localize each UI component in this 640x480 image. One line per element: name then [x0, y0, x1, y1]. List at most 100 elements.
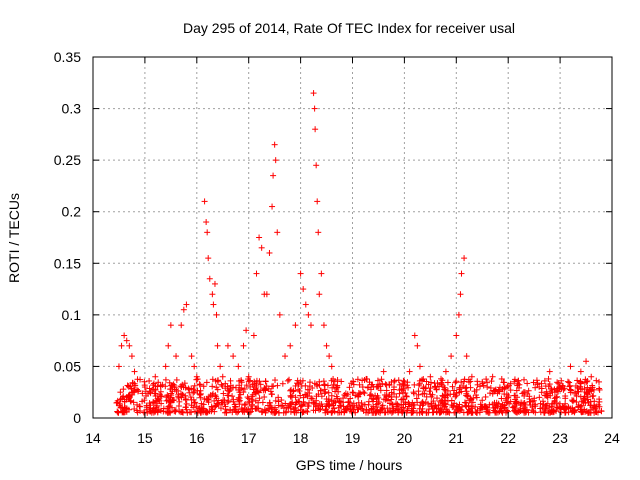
baseline-point — [512, 392, 519, 399]
baseline-point — [393, 400, 400, 407]
baseline-point — [200, 409, 207, 416]
baseline-point — [567, 382, 574, 389]
baseline-point — [515, 377, 522, 384]
baseline-point — [398, 385, 405, 392]
baseline-point — [367, 391, 374, 398]
baseline-point — [392, 407, 399, 414]
baseline-point — [302, 391, 309, 398]
baseline-point — [220, 397, 227, 404]
y-tick-label: 0 — [73, 410, 81, 426]
baseline-point — [292, 401, 299, 408]
baseline-point — [358, 400, 365, 407]
baseline-point — [313, 381, 320, 388]
baseline-point — [538, 380, 545, 387]
baseline-point — [246, 377, 253, 384]
baseline-point — [399, 404, 406, 411]
baseline-point — [275, 402, 282, 409]
baseline-point — [158, 400, 165, 407]
baseline-point — [340, 395, 347, 402]
baseline-point — [272, 397, 279, 404]
baseline-point — [582, 400, 589, 407]
baseline-point — [271, 404, 278, 411]
baseline-point — [296, 388, 303, 395]
baseline-point — [146, 377, 153, 384]
data-point — [213, 311, 220, 318]
baseline-point — [501, 379, 508, 386]
baseline-point — [530, 408, 537, 415]
data-point — [520, 389, 527, 396]
data-point — [312, 126, 319, 133]
baseline-point — [299, 377, 306, 384]
baseline-point — [529, 403, 536, 410]
baseline-point — [293, 380, 300, 387]
baseline-point — [191, 382, 198, 389]
baseline-point — [540, 401, 547, 408]
baseline-point — [440, 408, 447, 415]
baseline-point — [186, 409, 193, 416]
baseline-point — [488, 378, 495, 385]
baseline-point — [268, 391, 275, 398]
baseline-point — [253, 382, 260, 389]
baseline-point — [442, 403, 449, 410]
baseline-point — [551, 399, 558, 406]
baseline-point — [253, 405, 260, 412]
baseline-point — [249, 398, 256, 405]
data-point — [210, 301, 217, 308]
baseline-point — [298, 402, 305, 409]
baseline-point — [596, 386, 603, 393]
data-point — [297, 270, 304, 277]
baseline-point — [243, 382, 250, 389]
baseline-point — [289, 392, 296, 399]
baseline-point — [419, 391, 426, 398]
data-point — [401, 378, 408, 385]
baseline-point — [501, 402, 508, 409]
baseline-point — [222, 385, 229, 392]
baseline-point — [594, 409, 601, 416]
baseline-point — [256, 395, 263, 402]
baseline-point — [328, 392, 335, 399]
baseline-point — [177, 409, 184, 416]
baseline-point — [121, 404, 128, 411]
data-point — [328, 363, 335, 370]
baseline-point — [393, 394, 400, 401]
data-point — [205, 255, 212, 262]
baseline-point — [550, 407, 557, 414]
baseline-point — [183, 406, 190, 413]
baseline-point — [474, 409, 481, 416]
baseline-point — [408, 409, 415, 416]
baseline-point — [260, 387, 267, 394]
baseline-point — [486, 401, 493, 408]
baseline-point — [156, 391, 163, 398]
baseline-point — [283, 404, 290, 411]
baseline-point — [278, 397, 285, 404]
x-tick-label: 24 — [604, 430, 620, 446]
baseline-point — [141, 378, 148, 385]
chart-title: Day 295 of 2014, Rate Of TEC Index for r… — [183, 20, 515, 36]
baseline-point — [444, 397, 451, 404]
baseline-point — [113, 399, 120, 406]
baseline-point — [360, 389, 367, 396]
x-tick-label: 15 — [137, 430, 153, 446]
baseline-point — [433, 395, 440, 402]
data-point — [204, 229, 211, 236]
baseline-point — [310, 407, 317, 414]
baseline-point — [300, 394, 307, 401]
data-point — [193, 373, 200, 380]
baseline-point — [426, 388, 433, 395]
baseline-point — [452, 393, 459, 400]
data-point — [167, 322, 174, 329]
baseline-point — [360, 407, 367, 414]
baseline-point — [235, 394, 242, 401]
baseline-point — [236, 401, 243, 408]
baseline-point — [209, 376, 216, 383]
baseline-point — [341, 408, 348, 415]
baseline-point — [418, 399, 425, 406]
baseline-point — [460, 382, 467, 389]
baseline-point — [419, 405, 426, 412]
baseline-point — [410, 389, 417, 396]
baseline-point — [425, 409, 432, 416]
baseline-point — [383, 381, 390, 388]
baseline-point — [399, 389, 406, 396]
data-point — [311, 105, 318, 112]
data-point — [123, 337, 130, 344]
